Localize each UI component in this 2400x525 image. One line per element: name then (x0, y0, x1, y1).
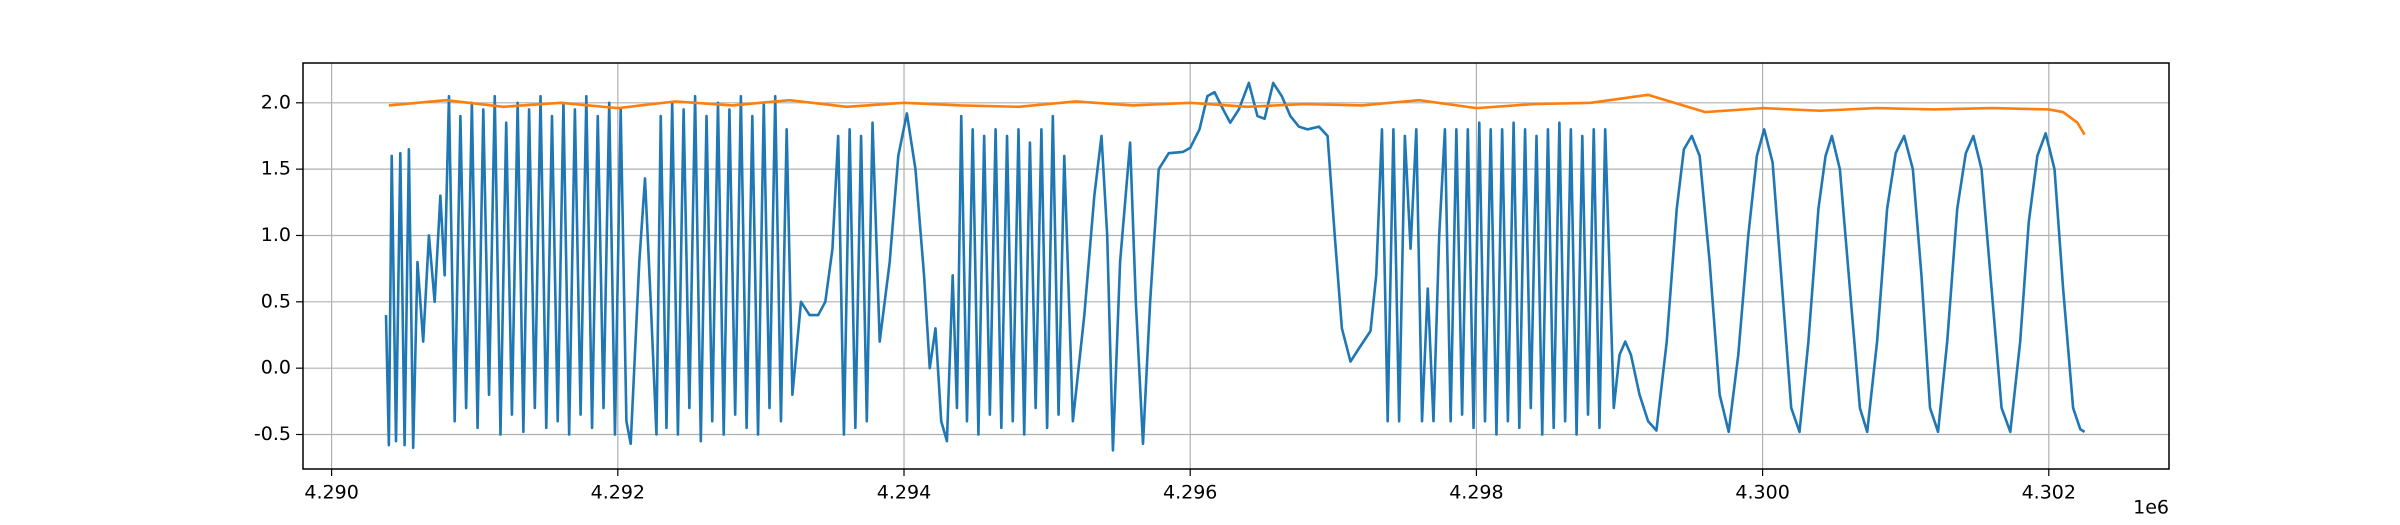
y-tick-label: 1.0 (261, 224, 291, 246)
y-tick-label: -0.5 (254, 423, 291, 445)
axes-frame (302, 62, 2170, 470)
plot-area (384, 81, 2086, 452)
x-tick-label: 4.302 (2022, 482, 2076, 504)
x-offset-label: 1e6 (2133, 497, 2169, 519)
x-tick-label: 4.298 (1449, 482, 1503, 504)
x-tick-label: 4.292 (591, 482, 645, 504)
x-tick-label: 4.294 (877, 482, 931, 504)
y-tick-label: 2.0 (261, 91, 291, 113)
x-tick-label: 4.300 (1735, 482, 1789, 504)
x-tick-label: 4.296 (1163, 482, 1217, 504)
y-tick-label: 0.0 (261, 357, 291, 379)
tick-labels: 4.290 4.292 4.294 4.296 4.298 4.300 4.302 -0.5 0… (254, 91, 2076, 503)
y-tick-label: 1.5 (261, 158, 291, 180)
series-line (388, 93, 2086, 136)
series-line (384, 81, 2086, 452)
x-tick-label: 4.290 (304, 482, 358, 504)
y-tick-label: 0.5 (261, 290, 291, 312)
